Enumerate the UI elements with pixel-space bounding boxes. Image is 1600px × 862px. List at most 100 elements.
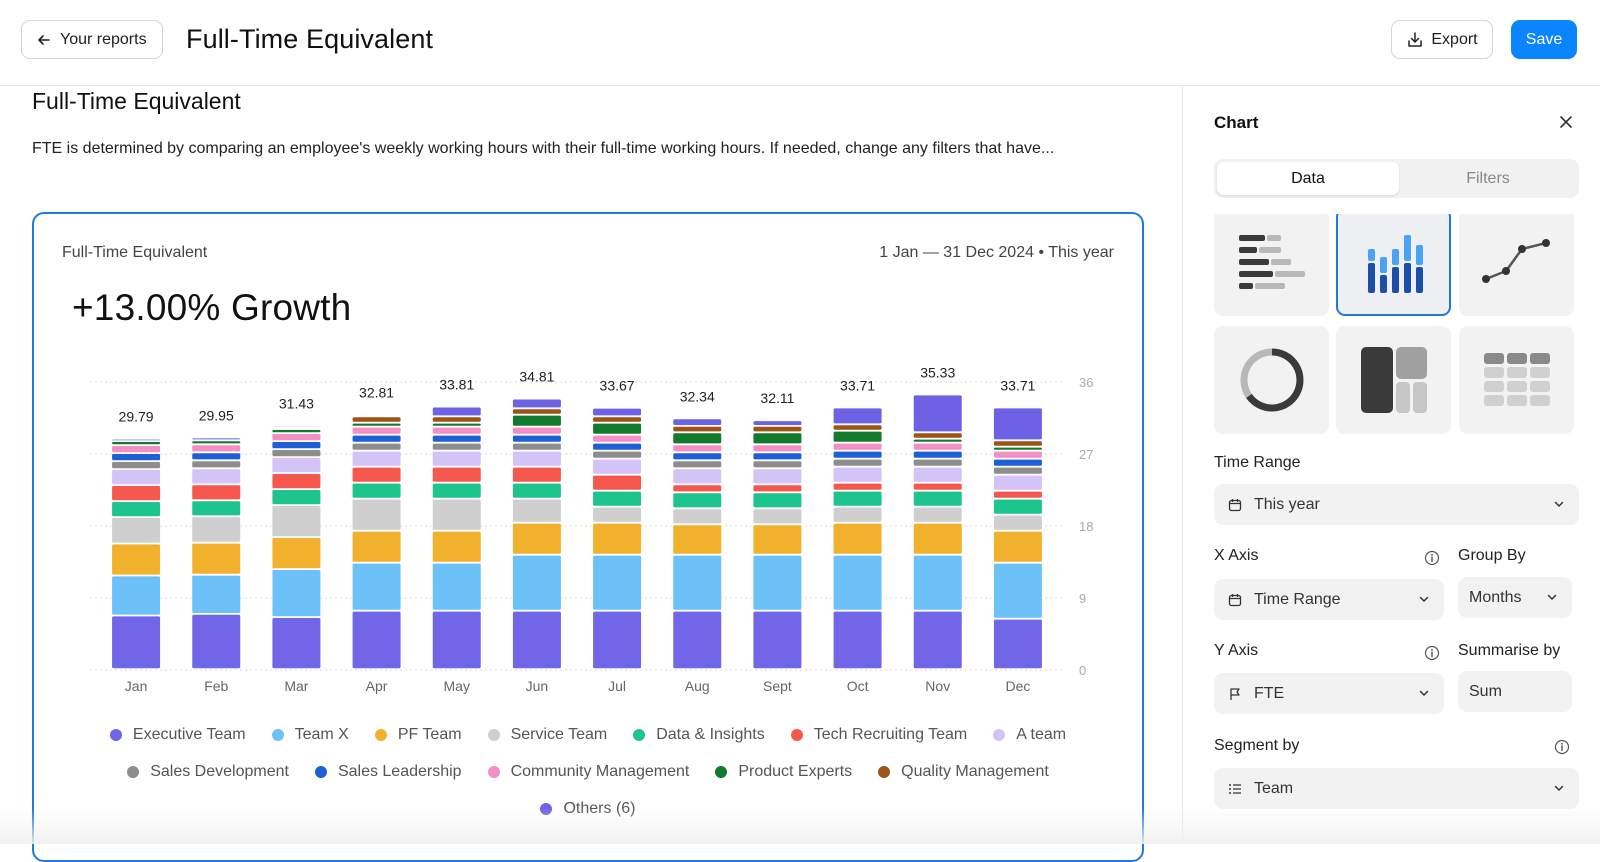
x-tick-label: May	[444, 678, 470, 694]
x-tick-label: Jun	[526, 678, 549, 694]
x-tick-label: Mar	[284, 678, 308, 694]
bar-segment	[914, 524, 962, 554]
chart-type-line[interactable]	[1459, 214, 1574, 316]
bar-segment	[834, 432, 882, 442]
bar-segment	[753, 461, 801, 467]
legend-item[interactable]: Tech Recruiting Team	[791, 726, 968, 744]
legend-item[interactable]: Executive Team	[110, 726, 246, 744]
info-icon[interactable]	[1554, 739, 1570, 755]
bar-segment	[112, 462, 160, 468]
legend-label: Sales Development	[150, 763, 289, 781]
tab-data[interactable]: Data	[1217, 162, 1399, 195]
panel-tabs: Data Filters	[1214, 159, 1579, 198]
chart-type-grid	[1214, 214, 1579, 436]
info-icon[interactable]	[1424, 550, 1440, 566]
chart-card[interactable]: Full-Time Equivalent 1 Jan — 31 Dec 2024…	[32, 212, 1144, 862]
summarise-by-field[interactable]: Sum	[1458, 671, 1572, 712]
bar-segment	[753, 421, 801, 425]
bar-segment	[272, 538, 320, 568]
bar-segment	[192, 445, 240, 451]
legend-item[interactable]: Data & Insights	[633, 726, 765, 744]
bar-segment	[914, 492, 962, 506]
chart-type-table[interactable]	[1459, 326, 1574, 434]
chart-type-horizontal-bar[interactable]	[1214, 214, 1329, 316]
legend-item[interactable]: PF Team	[375, 726, 462, 744]
save-button[interactable]: Save	[1511, 20, 1577, 59]
legend-item[interactable]: Team X	[272, 726, 349, 744]
chevron-down-icon	[1418, 687, 1430, 699]
bar-segment	[994, 516, 1042, 530]
bar-segment	[834, 556, 882, 610]
bar-segment	[353, 500, 401, 530]
x-tick-label: Dec	[1005, 678, 1030, 694]
y-tick-label: 0	[1079, 663, 1086, 678]
bar-segment	[433, 408, 481, 416]
bar-segment	[192, 517, 240, 542]
bar-segment	[593, 452, 641, 458]
legend-label: Service Team	[511, 726, 608, 744]
legend-label: Product Experts	[738, 763, 852, 781]
bar-segment	[593, 424, 641, 434]
segment-by-select[interactable]: Team	[1214, 768, 1579, 809]
chart-type-treemap[interactable]	[1336, 326, 1451, 434]
chart-type-vertical-bar[interactable]	[1336, 214, 1451, 316]
bar-segment	[433, 484, 481, 498]
legend-item[interactable]: Quality Management	[878, 763, 1049, 781]
bar-segment	[834, 508, 882, 522]
legend-label: Executive Team	[133, 726, 246, 744]
info-icon[interactable]	[1424, 645, 1440, 661]
bar-segment	[433, 417, 481, 422]
close-icon[interactable]	[1556, 112, 1576, 132]
legend-item[interactable]: Sales Leadership	[315, 763, 462, 781]
chart-type-donut[interactable]	[1214, 326, 1329, 434]
bar-segment	[673, 485, 721, 491]
legend-label: PF Team	[398, 726, 462, 744]
export-label: Export	[1431, 31, 1477, 49]
bar-total-label: 33.71	[1000, 377, 1035, 393]
bar-segment	[513, 416, 561, 426]
bar-segment	[914, 460, 962, 466]
legend-item[interactable]: Product Experts	[715, 763, 852, 781]
bar-segment	[272, 450, 320, 456]
bar-segment	[112, 442, 160, 444]
bar-total-label: 32.81	[359, 385, 394, 401]
legend-item[interactable]: A team	[993, 726, 1066, 744]
bar-segment	[272, 430, 320, 432]
bar-segment	[513, 524, 561, 554]
segment-by-value: Team	[1254, 780, 1293, 798]
bar-segment	[994, 500, 1042, 514]
legend-item[interactable]: Others (6)	[540, 800, 635, 818]
time-range-select[interactable]: This year	[1214, 484, 1579, 525]
bar-segment	[994, 452, 1042, 458]
bar-segment	[753, 525, 801, 554]
bar-segment	[112, 470, 160, 484]
x-tick-label: Aug	[685, 678, 710, 694]
tab-filters[interactable]: Filters	[1397, 162, 1579, 195]
list-icon	[1227, 781, 1243, 797]
bar-segment	[673, 461, 721, 467]
bar-segment	[353, 468, 401, 482]
legend-label: Team X	[295, 726, 349, 744]
bar-segment	[513, 556, 561, 610]
y-axis-select[interactable]: FTE	[1214, 673, 1444, 714]
x-axis-select[interactable]: Time Range	[1214, 579, 1444, 620]
bar-segment	[513, 400, 561, 408]
bar-segment	[353, 564, 401, 610]
bar-segment	[272, 434, 320, 440]
legend-item[interactable]: Sales Development	[127, 763, 289, 781]
bar-segment	[914, 556, 962, 610]
legend-item[interactable]: Community Management	[488, 763, 690, 781]
bar-segment	[112, 502, 160, 516]
chart-card-label: Full-Time Equivalent	[62, 244, 207, 262]
back-to-reports-button[interactable]: Your reports	[21, 20, 163, 59]
legend-dot	[127, 766, 139, 778]
bar-segment	[994, 441, 1042, 446]
chart-legend: Executive Team Team X PF Team Service Team D…	[34, 724, 1142, 835]
legend-item[interactable]: Service Team	[488, 726, 608, 744]
legend-label: Sales Leadership	[338, 763, 462, 781]
group-by-select[interactable]: Months	[1458, 577, 1572, 618]
bar-segment	[112, 440, 160, 441]
bar-segment	[673, 509, 721, 523]
bar-segment	[994, 492, 1042, 498]
export-button[interactable]: Export	[1391, 20, 1493, 59]
